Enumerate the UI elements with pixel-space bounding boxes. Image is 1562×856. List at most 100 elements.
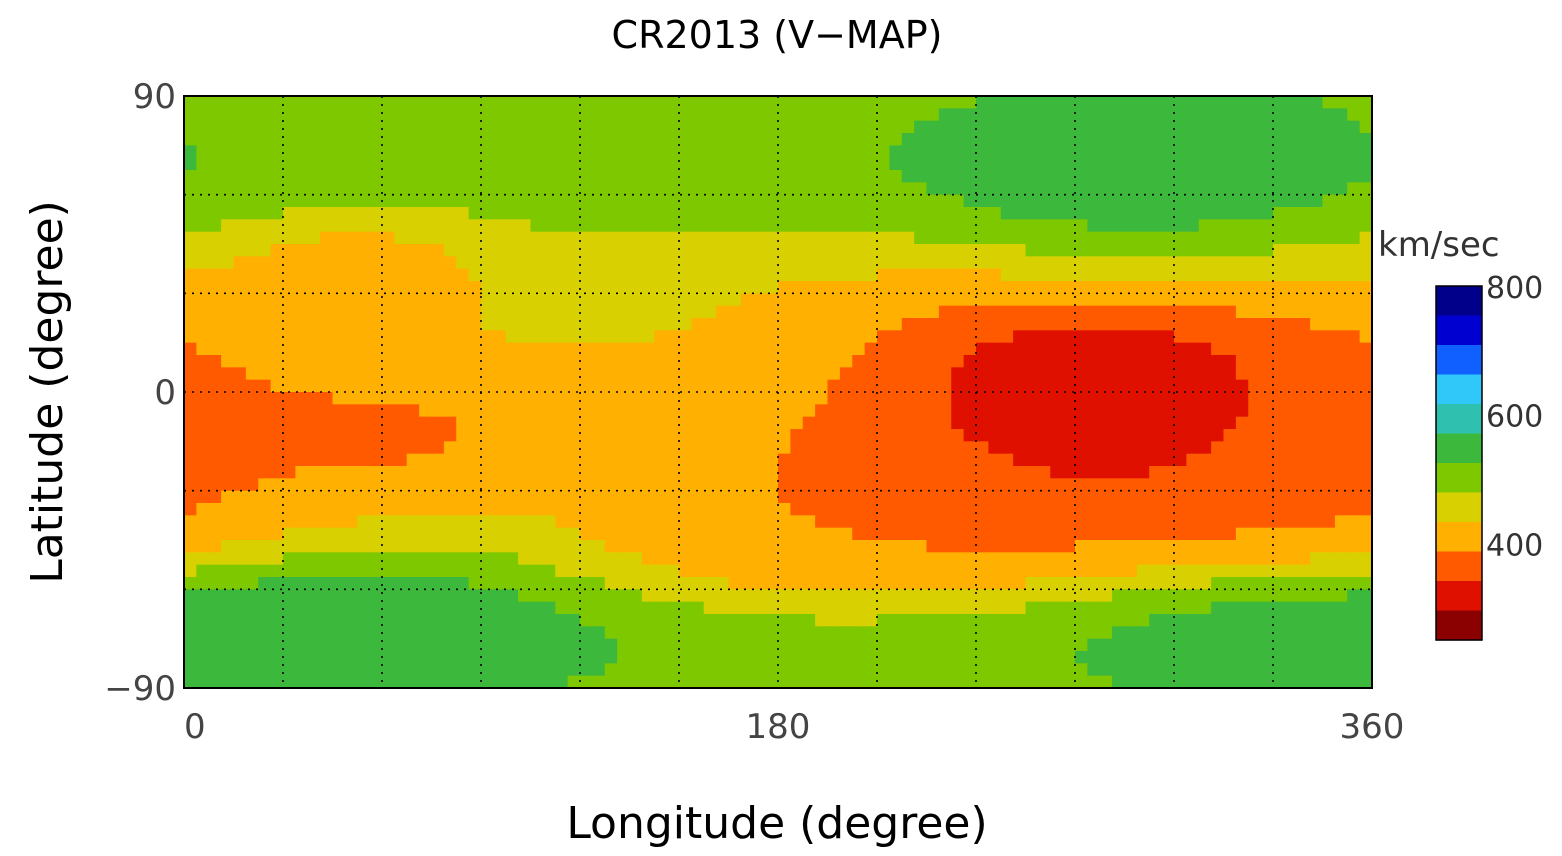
heatmap-cell bbox=[1334, 478, 1348, 492]
heatmap-cell bbox=[283, 564, 296, 578]
heatmap-cell bbox=[839, 330, 853, 344]
heatmap-cell bbox=[901, 552, 915, 566]
heatmap-cell bbox=[344, 231, 358, 245]
heatmap-cell bbox=[617, 478, 631, 492]
heatmap-cell bbox=[938, 305, 952, 319]
heatmap-cell bbox=[530, 108, 544, 122]
heatmap-cell bbox=[196, 675, 210, 689]
heatmap-cell bbox=[1161, 120, 1175, 134]
heatmap-cell bbox=[790, 589, 804, 603]
heatmap-cell bbox=[406, 120, 420, 134]
heatmap-cell bbox=[542, 157, 556, 171]
heatmap-cell bbox=[1136, 589, 1150, 603]
heatmap-cell bbox=[555, 392, 569, 405]
heatmap-cell bbox=[914, 219, 928, 233]
heatmap-cell bbox=[382, 478, 395, 492]
heatmap-cell bbox=[1260, 207, 1274, 220]
heatmap-cell bbox=[1223, 194, 1237, 208]
heatmap-cell bbox=[505, 441, 519, 455]
heatmap-cell bbox=[617, 182, 631, 196]
heatmap-cell bbox=[901, 527, 915, 541]
heatmap-cell bbox=[1136, 577, 1150, 590]
heatmap-cell bbox=[1161, 96, 1175, 109]
heatmap-cell bbox=[716, 194, 730, 208]
heatmap-cell bbox=[456, 318, 470, 331]
heatmap-cell bbox=[221, 268, 235, 282]
heatmap-cell bbox=[567, 330, 581, 344]
heatmap-cell bbox=[641, 490, 655, 504]
heatmap-cell bbox=[394, 577, 408, 590]
heatmap-cell bbox=[208, 429, 222, 442]
heatmap-cell bbox=[914, 638, 928, 652]
heatmap-cell bbox=[1248, 429, 1262, 442]
heatmap-cell bbox=[369, 478, 383, 492]
heatmap-cell bbox=[1037, 207, 1051, 220]
heatmap-cell bbox=[839, 478, 853, 492]
heatmap-cell bbox=[1297, 577, 1311, 590]
heatmap-cell bbox=[864, 441, 878, 455]
heatmap-cell bbox=[1235, 515, 1249, 529]
heatmap-cell bbox=[283, 367, 296, 381]
heatmap-cell bbox=[419, 293, 433, 307]
heatmap-cell bbox=[245, 527, 259, 541]
heatmap-cell bbox=[926, 281, 940, 294]
heatmap-cell bbox=[641, 429, 655, 442]
heatmap-cell bbox=[1050, 207, 1064, 220]
heatmap-cell bbox=[1347, 231, 1361, 245]
heatmap-cell bbox=[332, 256, 346, 270]
heatmap-cell bbox=[790, 120, 804, 134]
heatmap-cell bbox=[938, 675, 952, 689]
heatmap-cell bbox=[1136, 453, 1150, 467]
heatmap-cell bbox=[555, 318, 569, 331]
heatmap-cell bbox=[245, 416, 259, 430]
heatmap-cell bbox=[679, 552, 692, 566]
heatmap-cell bbox=[332, 305, 346, 319]
heatmap-cell bbox=[344, 552, 358, 566]
heatmap-cell bbox=[394, 614, 408, 627]
heatmap-cell bbox=[1000, 466, 1014, 479]
heatmap-cell bbox=[765, 170, 779, 183]
heatmap-cell bbox=[617, 503, 631, 516]
heatmap-cell bbox=[1099, 318, 1113, 331]
heatmap-cell bbox=[1285, 293, 1299, 307]
heatmap-cell bbox=[1223, 503, 1237, 516]
heatmap-cell bbox=[245, 355, 259, 368]
heatmap-cell bbox=[1322, 515, 1336, 529]
heatmap-cell bbox=[1223, 429, 1237, 442]
heatmap-cell bbox=[369, 133, 383, 146]
heatmap-cell bbox=[233, 626, 247, 640]
heatmap-cell bbox=[1359, 601, 1373, 615]
heatmap-cell bbox=[505, 515, 519, 529]
heatmap-cell bbox=[1136, 330, 1150, 344]
heatmap-cell bbox=[542, 626, 556, 640]
heatmap-cell bbox=[852, 281, 866, 294]
heatmap-cell bbox=[1050, 108, 1064, 122]
heatmap-cell bbox=[716, 379, 730, 393]
heatmap-cell bbox=[1359, 441, 1373, 455]
heatmap-cell bbox=[307, 133, 321, 146]
heatmap-cell bbox=[382, 540, 395, 553]
heatmap-cell bbox=[976, 601, 989, 615]
heatmap-cell bbox=[221, 540, 235, 553]
heatmap-cell bbox=[914, 108, 928, 122]
heatmap-cell bbox=[765, 638, 779, 652]
heatmap-cell bbox=[1161, 441, 1175, 455]
heatmap-cell bbox=[1161, 182, 1175, 196]
heatmap-cell bbox=[1013, 367, 1027, 381]
heatmap-cell bbox=[716, 416, 730, 430]
heatmap-cell bbox=[877, 367, 890, 381]
heatmap-cell bbox=[1285, 663, 1299, 677]
heatmap-cell bbox=[617, 244, 631, 257]
heatmap-cell bbox=[233, 318, 247, 331]
heatmap-cell bbox=[654, 293, 668, 307]
heatmap-cell bbox=[617, 342, 631, 356]
heatmap-cell bbox=[604, 256, 618, 270]
heatmap-cell bbox=[518, 342, 532, 356]
heatmap-cell bbox=[827, 256, 841, 270]
heatmap-cell bbox=[951, 601, 965, 615]
heatmap-cell bbox=[369, 244, 383, 257]
heatmap-cell bbox=[1062, 244, 1076, 257]
heatmap-cell bbox=[580, 96, 593, 109]
heatmap-cell bbox=[1087, 342, 1101, 356]
heatmap-cell bbox=[295, 577, 309, 590]
